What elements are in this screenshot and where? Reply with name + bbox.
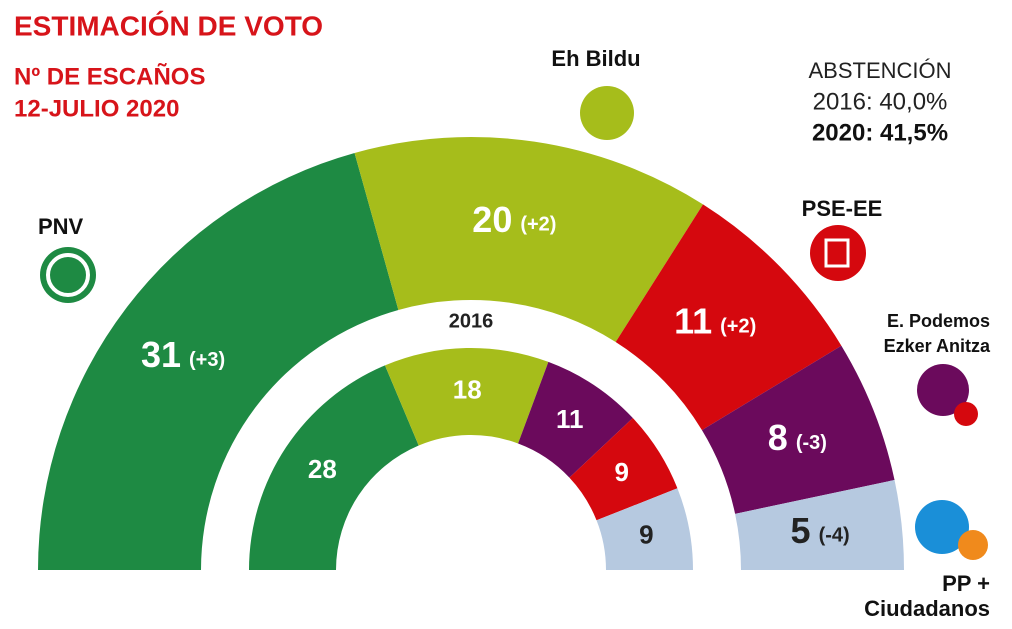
- change-label: (+2): [520, 214, 556, 236]
- annotation: 2016: 40,0%: [813, 88, 948, 115]
- value-label: 9: [614, 457, 628, 487]
- category-label: PNV: [38, 214, 84, 239]
- change-label: (-4): [819, 525, 850, 547]
- category-label: PP +: [942, 571, 990, 596]
- category-label: Ezker Anitza: [884, 336, 991, 356]
- value-label: 9: [639, 519, 653, 549]
- chart-subtitle: 12-JULIO 2020: [14, 95, 179, 122]
- change-label: (-3): [796, 432, 827, 454]
- change-label: (+3): [189, 349, 225, 371]
- chart-subtitle: Nº DE ESCAÑOS: [14, 62, 205, 90]
- wedge: [384, 348, 549, 446]
- wedge: [596, 488, 693, 570]
- value-label: 8: [768, 417, 788, 458]
- value-label: 20: [472, 199, 512, 240]
- annotation: ABSTENCIÓN: [808, 58, 951, 83]
- value-label: 11: [556, 404, 584, 434]
- value-label: 28: [308, 454, 337, 484]
- value-label: 11: [674, 301, 712, 342]
- chart-title: ESTIMACIÓN DE VOTO: [14, 10, 323, 41]
- wedge: [701, 345, 895, 514]
- category-label: PSE-EE: [802, 196, 883, 221]
- category-label: E. Podemos: [887, 311, 990, 331]
- wedge: [735, 479, 904, 570]
- series-label: 2016: [449, 310, 494, 332]
- change-label: (+2): [720, 315, 756, 337]
- wedge: [38, 152, 399, 570]
- wedge: [569, 418, 678, 521]
- logo: [40, 86, 988, 560]
- annotation: 2020: 41,5%: [812, 119, 948, 146]
- wedge: [518, 361, 633, 478]
- value-label: 18: [453, 374, 482, 404]
- category-label: Eh Bildu: [551, 46, 640, 71]
- wedge: [615, 204, 842, 431]
- wedge: [354, 137, 704, 343]
- category-label: Ciudadanos: [864, 596, 990, 621]
- wedge: [249, 365, 419, 570]
- value-label: 5: [791, 510, 811, 551]
- value-label: 31: [141, 334, 181, 375]
